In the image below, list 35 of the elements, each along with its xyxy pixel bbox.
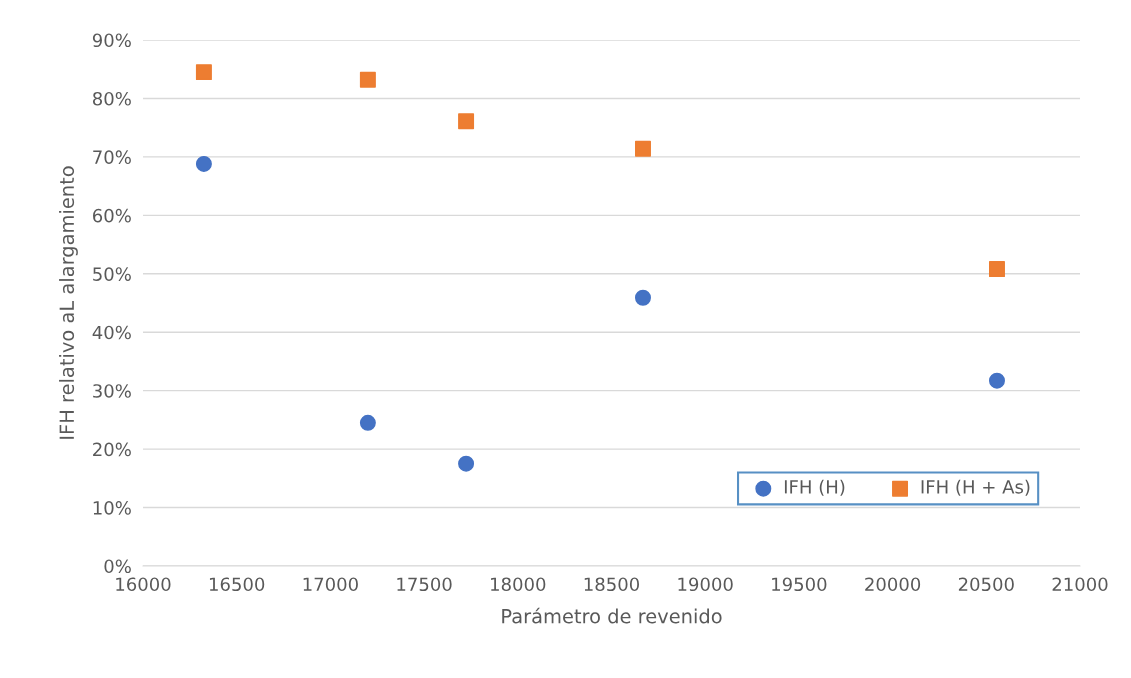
x-tick-label: 16000 (116, 577, 171, 592)
y-tick-label: 0% (104, 559, 131, 574)
point (635, 289, 651, 306)
point (359, 71, 376, 88)
point (458, 113, 475, 130)
x-tick-label: 16500 (209, 577, 265, 592)
y-tick-label: 40% (92, 325, 131, 340)
y-tick-label: 90% (92, 33, 131, 48)
x-tick-label: 20500 (958, 577, 1014, 592)
y-tick-label: 30% (93, 384, 131, 398)
x-axis-title: Parámetro de revenido (502, 607, 722, 624)
point (458, 455, 475, 472)
y-tick-label: 80% (92, 91, 131, 106)
x-tick-label: 19500 (772, 577, 827, 592)
point (635, 140, 651, 157)
x-tick-label: 18000 (491, 577, 546, 592)
y-tick-label: 60% (93, 208, 131, 223)
y-tick-label: 10% (93, 501, 131, 515)
y-tick-label: 70% (93, 150, 131, 165)
point (359, 414, 376, 431)
x-tick-label: 18500 (584, 577, 640, 592)
point (989, 261, 1005, 278)
legend-label: IFH (H) (784, 479, 845, 496)
point (989, 372, 1005, 389)
x-tick-label: 19000 (678, 577, 733, 592)
x-tick-label: 20000 (865, 577, 921, 592)
legend-label: IFH (H + As) (921, 479, 1030, 496)
x-tick-label: 21000 (1052, 577, 1108, 592)
point (195, 64, 212, 81)
x-tick-label: 17000 (303, 577, 358, 592)
point (195, 155, 212, 172)
y-axis-title: IFH relativo aL alargamiento (59, 166, 78, 439)
y-tick-label: 20% (93, 442, 131, 457)
y-tick-label: 50% (93, 267, 131, 281)
x-tick-label: 17500 (397, 577, 452, 592)
